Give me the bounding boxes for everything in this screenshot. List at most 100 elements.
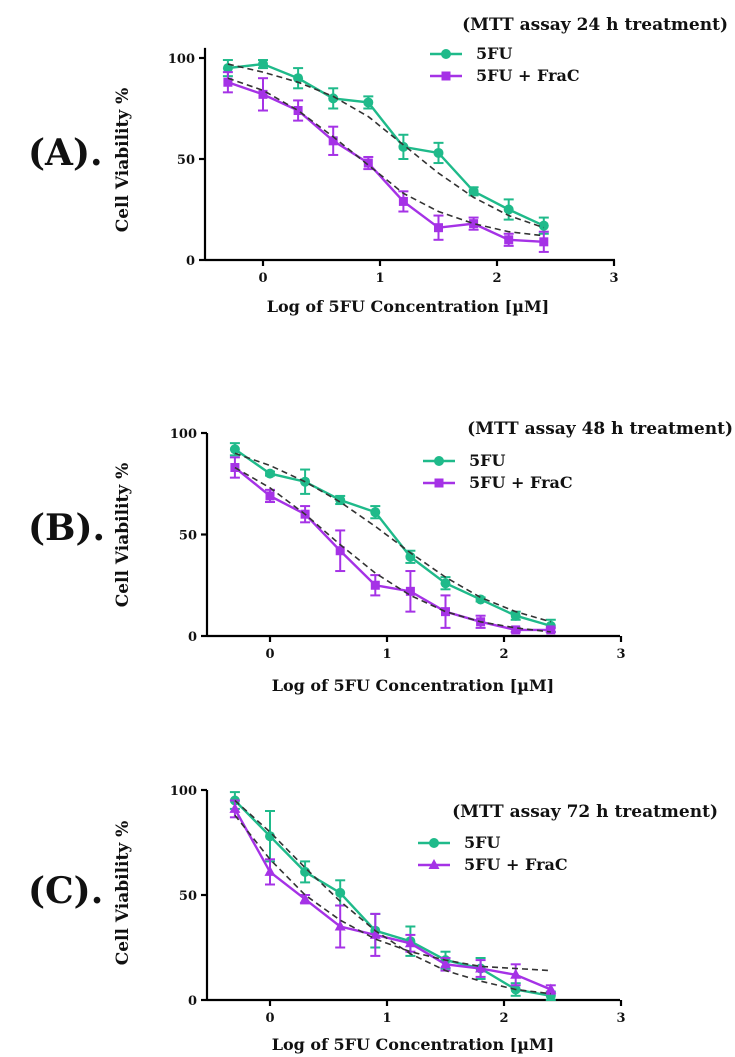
fit-curve	[234, 814, 551, 972]
data-point	[229, 802, 241, 813]
x-tick-label: 1	[382, 1011, 391, 1026]
y-tick-label: 0	[188, 994, 197, 1009]
x-tick-label: 1	[375, 271, 384, 286]
data-point	[299, 893, 311, 904]
data-point	[504, 235, 514, 245]
data-point	[405, 586, 415, 596]
data-point	[258, 59, 268, 70]
data-point	[503, 204, 514, 215]
y-tick-label: 50	[179, 889, 197, 904]
legend-label: 5FU	[464, 833, 500, 852]
data-point	[328, 93, 339, 104]
legend-label: 5FU + FraC	[464, 855, 568, 874]
series-line	[234, 466, 551, 632]
y-tick-label: 100	[168, 52, 195, 67]
data-point	[335, 546, 345, 556]
series-line	[234, 448, 552, 628]
chart-title: (MTT assay 24 h treatment)	[462, 15, 728, 35]
series-line	[227, 81, 544, 244]
y-axis-label: Cell Viability %	[113, 821, 133, 966]
fit-curve	[234, 466, 551, 633]
x-tick-label: 3	[609, 271, 618, 286]
data-point	[370, 580, 380, 590]
legend-label: 5FU + FraC	[476, 66, 580, 85]
legend-label: 5FU	[469, 451, 505, 470]
y-tick-label: 0	[186, 254, 195, 269]
data-point	[404, 937, 416, 948]
data-point	[440, 958, 451, 969]
chart-title: (MTT assay 48 h treatment)	[467, 419, 733, 439]
legend-swatch-marker	[441, 71, 451, 81]
y-tick-label: 50	[177, 153, 195, 168]
data-point	[398, 141, 409, 152]
x-tick-label: 0	[265, 1011, 274, 1026]
panel-c: (C). (MTT assay 72 h treatment) Cell Via…	[28, 784, 718, 1054]
legend-swatch-marker	[429, 838, 439, 848]
panel-a: (A). (MTT assay 24 h treatment) Cell Via…	[28, 15, 728, 316]
data-point	[293, 73, 304, 84]
x-tick-label: 2	[499, 647, 508, 662]
data-point	[469, 219, 479, 229]
data-point	[539, 237, 549, 247]
panel-label: (A).	[28, 132, 103, 174]
data-point	[441, 607, 450, 617]
legend-label: 5FU + FraC	[469, 473, 573, 492]
legend-label: 5FU	[476, 44, 512, 63]
data-point	[538, 220, 549, 231]
series-line	[227, 62, 545, 227]
data-point	[363, 158, 373, 168]
data-point	[370, 507, 381, 518]
x-tick-label: 2	[499, 1011, 508, 1026]
fit-curve	[227, 63, 545, 229]
data-point	[440, 578, 451, 589]
x-axis-label: Log of 5FU Concentration [µM]	[272, 676, 555, 695]
data-point	[334, 920, 346, 931]
data-point	[363, 97, 374, 108]
y-tick-label: 100	[170, 427, 197, 442]
legend-swatch-marker	[434, 456, 444, 466]
data-point	[546, 625, 556, 635]
fit-curve	[234, 799, 551, 995]
data-point	[258, 89, 268, 99]
y-axis-label: Cell Viability %	[113, 88, 133, 233]
data-point	[511, 625, 521, 635]
data-point	[398, 196, 408, 206]
data-point	[265, 468, 275, 479]
data-point	[369, 928, 381, 939]
data-point	[222, 63, 233, 74]
x-tick-label: 2	[492, 271, 501, 286]
x-tick-label: 0	[265, 647, 274, 662]
y-axis-label: Cell Viability %	[113, 463, 133, 608]
data-point	[468, 186, 479, 197]
chart-title: (MTT assay 72 h treatment)	[452, 802, 718, 822]
fit-curve	[227, 77, 544, 237]
data-point	[510, 968, 522, 979]
data-point	[335, 887, 346, 898]
x-axis-label: Log of 5FU Concentration [µM]	[267, 297, 550, 316]
data-point	[433, 147, 444, 158]
data-point	[264, 865, 276, 876]
data-point	[510, 610, 521, 621]
y-tick-label: 0	[188, 630, 197, 645]
x-tick-label: 3	[616, 647, 625, 662]
x-tick-label: 3	[616, 1011, 625, 1026]
panel-label: (B).	[28, 507, 105, 549]
panel-label: (C).	[28, 870, 103, 912]
legend-swatch-marker	[428, 859, 440, 869]
legend-swatch-marker	[434, 478, 444, 488]
y-tick-label: 50	[179, 529, 197, 544]
series-line	[234, 799, 552, 997]
data-point	[335, 494, 346, 505]
legend-swatch-marker	[441, 49, 451, 59]
data-point	[223, 77, 233, 87]
data-point	[545, 983, 557, 994]
series-line	[233, 808, 552, 991]
data-point	[265, 491, 275, 501]
fit-curve	[234, 452, 552, 623]
data-point	[475, 594, 486, 605]
data-point	[475, 962, 487, 973]
data-point	[229, 444, 240, 455]
y-tick-label: 100	[170, 784, 197, 799]
x-tick-label: 0	[258, 271, 267, 286]
data-point	[293, 106, 303, 116]
